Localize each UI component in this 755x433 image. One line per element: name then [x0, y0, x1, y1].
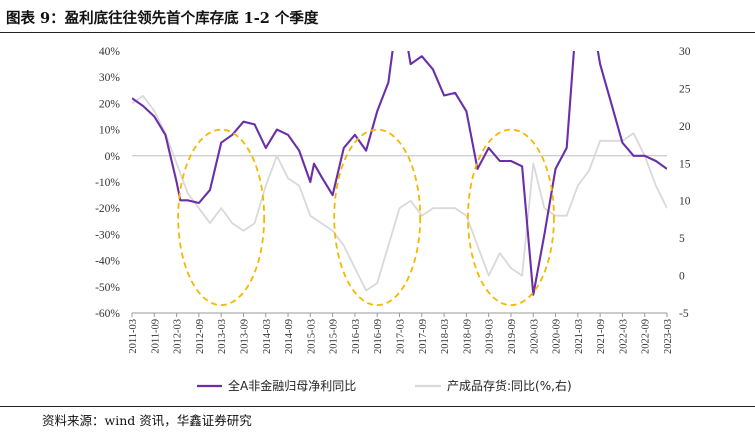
left-axis-tick-label: -60% — [95, 308, 120, 320]
x-axis-tick-label: 2012-09 — [195, 319, 206, 354]
top-rule — [0, 32, 755, 33]
x-axis-tick-label: 2022-03 — [618, 319, 629, 354]
x-axis-tick-label: 2015-03 — [306, 319, 317, 354]
left-axis-tick-label: 20% — [99, 98, 121, 110]
x-axis-tick-label: 2015-09 — [329, 319, 340, 354]
x-axis-tick-label: 2011-03 — [128, 319, 139, 354]
x-axis-tick-label: 2011-09 — [150, 319, 161, 354]
right-axis-tick-label: 15 — [679, 158, 691, 170]
right-axis-tick-label: 25 — [679, 83, 691, 95]
left-axis-tick-label: 30% — [99, 72, 121, 84]
right-axis-tick-label: 5 — [679, 233, 685, 245]
chart-title: 图表 9：盈利底往往领先首个库存底 1-2 个季度 — [6, 10, 319, 27]
x-axis-tick-label: 2021-03 — [574, 319, 585, 354]
legend-label-inventory: 产成品存货:同比(%,右) — [447, 378, 572, 393]
x-axis-tick-label: 2020-09 — [552, 319, 563, 354]
left-axis-tick-label: -10% — [95, 177, 120, 189]
right-axis-tick-label: 20 — [679, 121, 691, 133]
x-axis-tick-label: 2018-09 — [462, 319, 473, 354]
highlight-ellipse — [333, 128, 422, 307]
x-axis-tick-label: 2013-09 — [239, 319, 250, 354]
x-axis-tick-label: 2017-03 — [396, 319, 407, 354]
highlight-ellipse — [467, 128, 555, 307]
left-axis-tick-label: 0% — [105, 151, 121, 163]
source-note: 资料来源：wind 资讯，华鑫证券研究 — [42, 413, 252, 428]
x-axis-tick-label: 2021-09 — [596, 319, 607, 354]
x-axis-tick-label: 2019-09 — [507, 319, 518, 354]
highlight-ellipse — [177, 128, 266, 307]
x-axis-tick-label: 2023-03 — [663, 319, 674, 354]
right-axis-tick-label: 30 — [679, 46, 691, 58]
left-axis-tick-label: 40% — [99, 46, 121, 58]
x-axis-tick-label: 2022-09 — [641, 319, 652, 354]
x-axis-tick-label: 2012-03 — [173, 319, 184, 354]
x-axis-tick-label: 2016-09 — [373, 319, 384, 354]
left-axis-tick-label: -20% — [95, 203, 120, 215]
left-axis-tick-label: -50% — [95, 282, 120, 294]
x-axis-tick-label: 2020-03 — [529, 319, 540, 354]
x-axis-tick-label: 2013-03 — [217, 319, 228, 354]
x-axis-tick-label: 2014-03 — [262, 319, 273, 354]
profit-series-line — [132, 51, 667, 296]
left-axis-tick-label: -30% — [95, 229, 120, 241]
left-axis-tick-label: -40% — [95, 256, 120, 268]
x-axis-tick-label: 2017-09 — [418, 319, 429, 354]
right-axis-tick-label: -5 — [679, 308, 689, 320]
legend-label-profit: 全A非金融归母净利同比 — [228, 378, 356, 393]
x-axis-tick-label: 2019-03 — [485, 319, 496, 354]
left-axis-tick-label: 10% — [99, 125, 121, 137]
inventory-series-line — [132, 95, 667, 292]
x-axis-tick-label: 2016-03 — [351, 319, 362, 354]
right-axis-tick-label: 0 — [679, 271, 685, 283]
bottom-rule — [0, 406, 755, 407]
right-axis-tick-label: 10 — [679, 196, 691, 208]
x-axis-tick-label: 2014-09 — [284, 319, 295, 354]
x-axis-tick-label: 2018-03 — [440, 319, 451, 354]
